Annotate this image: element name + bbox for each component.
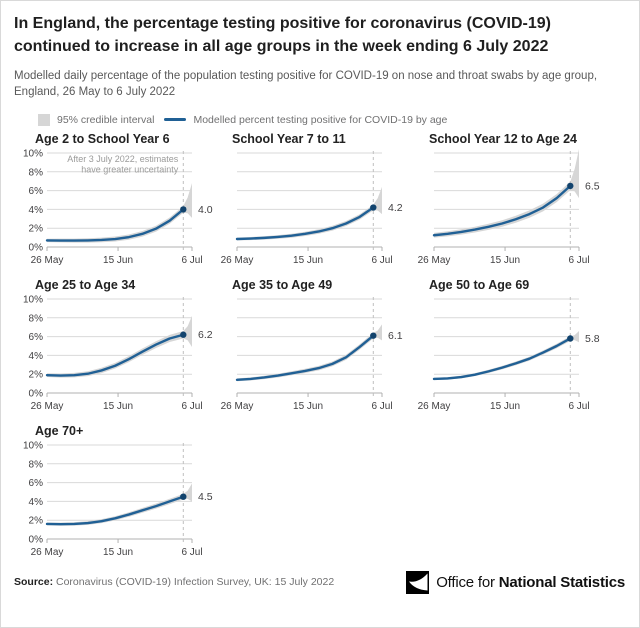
svg-text:4.2: 4.2 (388, 202, 403, 214)
svg-text:26 May: 26 May (31, 401, 64, 412)
svg-text:have greater uncertainty: have greater uncertainty (81, 164, 179, 174)
page-subtitle: Modelled daily percentage of the populat… (14, 70, 598, 99)
svg-text:6.1: 6.1 (388, 330, 403, 342)
svg-text:10%: 10% (23, 440, 43, 451)
svg-text:0%: 0% (29, 534, 44, 545)
source-text: Coronavirus (COVID-19) Infection Survey,… (53, 576, 335, 589)
svg-text:2%: 2% (29, 223, 44, 234)
svg-text:15 Jun: 15 Jun (293, 401, 323, 412)
svg-text:26 May: 26 May (31, 547, 64, 558)
legend-label: Modelled percent testing positive for CO… (193, 113, 448, 126)
chart-canvas: 0% 2% 4% 6% 8% 10% 6.2 26 May 15 Jun 6 Jul (23, 294, 213, 412)
footer: Source: Coronavirus (COVID-19) Infection… (14, 570, 625, 594)
svg-text:26 May: 26 May (418, 255, 451, 266)
svg-text:6 Jul: 6 Jul (181, 547, 202, 558)
ons-logo-icon (406, 570, 430, 594)
chart-panel: Age 35 to Age 49 6.1 26 May 15 Jun 6 Jul (221, 277, 421, 419)
svg-text:6%: 6% (29, 332, 44, 343)
svg-text:6%: 6% (29, 186, 44, 197)
svg-text:8%: 8% (29, 167, 44, 178)
svg-text:6%: 6% (29, 478, 44, 489)
legend-item-credible-interval: 95% credible interval (38, 113, 155, 126)
chart-title: Age 70+ (35, 423, 84, 438)
svg-text:2%: 2% (29, 515, 44, 526)
chart-panel: Age 2 to School Year 6 0% 2% 4% 6% 8% 10% 4.0 2… (23, 131, 224, 273)
svg-text:4.5: 4.5 (198, 491, 213, 503)
svg-text:6.5: 6.5 (585, 180, 600, 192)
svg-text:26 May: 26 May (31, 255, 64, 266)
ons-logo-text-regular: Office for (436, 573, 499, 591)
svg-text:After 3 July 2022, estimates: After 3 July 2022, estimates (67, 154, 179, 164)
svg-text:6 Jul: 6 Jul (568, 255, 589, 266)
source-note: Source: Coronavirus (COVID-19) Infection… (14, 576, 334, 588)
svg-text:10%: 10% (23, 148, 43, 159)
chart-canvas: 6.5 26 May 15 Jun 6 Jul (418, 148, 600, 266)
ons-logo: Office for National Statistics (406, 570, 625, 594)
svg-text:26 May: 26 May (221, 255, 254, 266)
svg-text:2%: 2% (29, 369, 44, 380)
svg-text:8%: 8% (29, 313, 44, 324)
legend: 95% credible interval Modelled percent t… (38, 113, 625, 126)
svg-text:15 Jun: 15 Jun (490, 255, 520, 266)
chart-panel: Age 25 to Age 34 0% 2% 4% 6% 8% 10% 6.2 26 May 1… (23, 277, 224, 419)
svg-text:15 Jun: 15 Jun (103, 401, 133, 412)
chart-canvas: 5.8 26 May 15 Jun 6 Jul (418, 296, 600, 412)
svg-text:6 Jul: 6 Jul (181, 255, 202, 266)
chart-canvas: 0% 2% 4% 6% 8% 10% 4.5 26 May 15 Jun 6 Jul (23, 440, 213, 558)
source-label: Source: (14, 576, 54, 589)
svg-text:8%: 8% (29, 459, 44, 470)
page-title: In England, the percentage testing posit… (14, 15, 551, 56)
chart-canvas: 4.2 26 May 15 Jun 6 Jul (221, 150, 403, 266)
chart-title: School Year 7 to 11 (232, 131, 346, 146)
svg-text:6.2: 6.2 (198, 329, 213, 341)
chart-panel: Age 70+ 0% 2% 4% 6% 8% 10% 4.5 26 May 15 Jun 6 Ju… (23, 423, 224, 565)
svg-text:6 Jul: 6 Jul (568, 401, 589, 412)
modelled-line-swatch-icon (164, 118, 187, 122)
chart-canvas: 0% 2% 4% 6% 8% 10% 4.0 26 May 15 Jun 6 Jul After 3… (23, 148, 213, 266)
chart-canvas: 6.1 26 May 15 Jun 6 Jul (221, 296, 403, 412)
svg-text:6 Jul: 6 Jul (371, 401, 392, 412)
ons-logo-text: Office for National Statistics (436, 574, 625, 591)
credible-interval-swatch-icon (38, 113, 50, 126)
svg-text:26 May: 26 May (418, 401, 451, 412)
svg-text:26 May: 26 May (221, 401, 254, 412)
svg-text:15 Jun: 15 Jun (103, 547, 133, 558)
legend-item-modelled-line: Modelled percent testing positive for CO… (164, 114, 447, 126)
charts-grid: Age 2 to School Year 6 0% 2% 4% 6% 8% 10% 4.0 2… (23, 131, 625, 565)
legend-label: 95% credible interval (57, 113, 155, 126)
svg-text:15 Jun: 15 Jun (490, 401, 520, 412)
svg-text:4%: 4% (29, 496, 44, 507)
svg-text:4%: 4% (29, 204, 44, 215)
chart-panel: School Year 12 to Age 24 6.5 26 May 15 Jun… (418, 131, 618, 273)
svg-text:0%: 0% (29, 242, 44, 253)
ons-logo-text-bold: National Statistics (498, 573, 625, 591)
chart-title: Age 35 to Age 49 (232, 277, 333, 292)
svg-text:4.0: 4.0 (198, 203, 213, 215)
svg-text:5.8: 5.8 (585, 333, 600, 345)
svg-text:4%: 4% (29, 350, 44, 361)
svg-text:10%: 10% (23, 294, 43, 305)
chart-title: Age 25 to Age 34 (35, 277, 136, 292)
svg-text:15 Jun: 15 Jun (103, 255, 133, 266)
chart-title: Age 2 to School Year 6 (35, 131, 170, 146)
chart-title: School Year 12 to Age 24 (429, 131, 577, 146)
svg-text:6 Jul: 6 Jul (371, 255, 392, 266)
svg-text:6 Jul: 6 Jul (181, 401, 202, 412)
chart-panel: School Year 7 to 11 4.2 26 May 15 Jun 6 Jul (221, 131, 421, 273)
chart-panel: Age 50 to Age 69 5.8 26 May 15 Jun 6 Jul (418, 277, 618, 419)
svg-text:0%: 0% (29, 388, 44, 399)
svg-text:15 Jun: 15 Jun (293, 255, 323, 266)
chart-title: Age 50 to Age 69 (429, 277, 530, 292)
